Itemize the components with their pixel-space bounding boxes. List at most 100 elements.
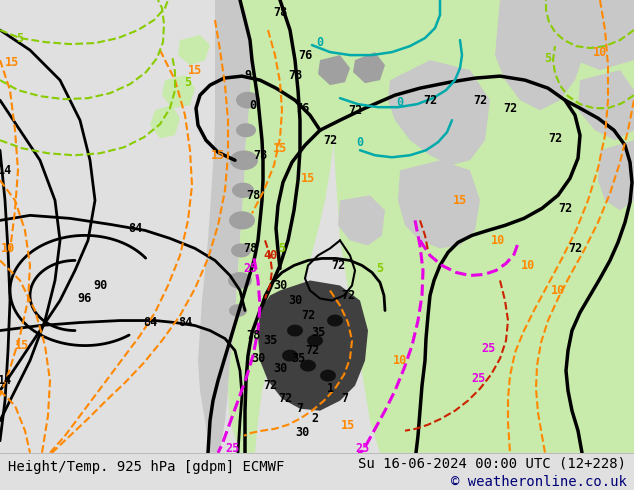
Text: 84: 84 (178, 316, 192, 329)
Text: 35: 35 (263, 334, 277, 347)
Text: 72: 72 (323, 134, 337, 147)
Text: 96: 96 (78, 292, 92, 305)
Text: 5: 5 (278, 242, 285, 255)
Polygon shape (388, 60, 490, 165)
Text: 72: 72 (263, 379, 277, 392)
Polygon shape (229, 304, 247, 317)
Text: 35: 35 (311, 326, 325, 339)
Text: 35: 35 (291, 352, 305, 365)
Text: 72: 72 (423, 94, 437, 107)
Text: 72: 72 (278, 392, 292, 405)
Polygon shape (236, 92, 260, 109)
Polygon shape (307, 335, 323, 346)
Text: 10: 10 (491, 234, 505, 247)
Polygon shape (300, 360, 316, 371)
Text: 40: 40 (263, 249, 277, 262)
Text: 78: 78 (246, 329, 260, 342)
Text: 10: 10 (1, 242, 15, 255)
Text: 14: 14 (0, 164, 12, 177)
Text: 72: 72 (305, 344, 319, 357)
Polygon shape (229, 211, 255, 229)
Polygon shape (178, 35, 210, 65)
Text: 78: 78 (243, 242, 257, 255)
Text: Height/Temp. 925 hPa [gdpm] ECMWF: Height/Temp. 925 hPa [gdpm] ECMWF (8, 460, 284, 474)
Text: 78: 78 (288, 69, 302, 82)
Text: 76: 76 (295, 102, 309, 115)
Text: 5: 5 (184, 75, 191, 89)
Text: 72: 72 (348, 104, 362, 117)
Text: 76: 76 (298, 49, 312, 62)
Text: 30: 30 (251, 352, 265, 365)
Polygon shape (398, 160, 480, 248)
Text: 90: 90 (93, 279, 107, 292)
Text: 72: 72 (301, 309, 315, 322)
Text: 72: 72 (503, 102, 517, 115)
Polygon shape (282, 349, 298, 362)
Polygon shape (327, 315, 343, 326)
Polygon shape (353, 52, 385, 83)
Polygon shape (230, 150, 258, 170)
Text: 72: 72 (548, 132, 562, 145)
Text: 25: 25 (355, 442, 369, 455)
Text: 0: 0 (396, 96, 404, 109)
Text: 0: 0 (316, 36, 323, 49)
Polygon shape (495, 0, 585, 110)
Text: © weatheronline.co.uk: © weatheronline.co.uk (451, 475, 626, 489)
Polygon shape (198, 0, 265, 453)
Polygon shape (228, 0, 345, 453)
Text: 78: 78 (246, 189, 260, 202)
Text: 15: 15 (5, 55, 19, 69)
Polygon shape (236, 123, 256, 137)
Text: Su 16-06-2024 00:00 UTC (12+228): Su 16-06-2024 00:00 UTC (12+228) (358, 456, 626, 470)
Polygon shape (150, 105, 180, 138)
Text: 72: 72 (331, 259, 345, 272)
Polygon shape (598, 140, 634, 210)
Text: 30: 30 (288, 294, 302, 307)
Text: 0: 0 (356, 136, 363, 149)
Text: 5: 5 (545, 51, 552, 65)
Text: 15: 15 (301, 172, 315, 185)
Text: 7: 7 (297, 402, 304, 415)
Polygon shape (320, 369, 336, 382)
Polygon shape (555, 0, 634, 70)
Text: 7: 7 (342, 392, 349, 405)
Text: 72: 72 (473, 94, 487, 107)
Text: 30: 30 (295, 426, 309, 439)
Text: 9: 9 (245, 69, 252, 82)
Polygon shape (320, 0, 634, 453)
Text: 1: 1 (327, 382, 333, 395)
Text: 2: 2 (311, 412, 318, 425)
Text: 0: 0 (249, 98, 257, 112)
Text: 10: 10 (551, 284, 565, 297)
Text: 25: 25 (481, 342, 495, 355)
Text: 15: 15 (273, 142, 287, 155)
Text: 5: 5 (16, 31, 23, 45)
Text: 15: 15 (15, 339, 29, 352)
Polygon shape (578, 70, 634, 140)
Text: 72: 72 (558, 202, 572, 215)
Polygon shape (228, 272, 252, 289)
Text: 72: 72 (341, 289, 355, 302)
Text: 78: 78 (273, 5, 287, 19)
Text: 78: 78 (253, 149, 267, 162)
Text: 25: 25 (471, 372, 485, 385)
Polygon shape (162, 75, 195, 108)
Text: 15: 15 (341, 419, 355, 432)
Text: 15: 15 (188, 64, 202, 76)
Polygon shape (231, 244, 251, 257)
Text: 25: 25 (243, 262, 257, 275)
Text: 72: 72 (568, 242, 582, 255)
Text: 10: 10 (521, 259, 535, 272)
Polygon shape (258, 280, 368, 411)
Text: 5: 5 (377, 262, 384, 275)
Polygon shape (287, 324, 303, 337)
Text: 84: 84 (143, 316, 157, 329)
Text: 10: 10 (593, 46, 607, 59)
Text: 15: 15 (211, 149, 225, 162)
Text: 30: 30 (273, 279, 287, 292)
Text: 14: 14 (0, 374, 12, 387)
Text: 84: 84 (128, 222, 142, 235)
Text: 30: 30 (273, 362, 287, 375)
Text: 10: 10 (393, 354, 407, 367)
Polygon shape (232, 183, 254, 198)
